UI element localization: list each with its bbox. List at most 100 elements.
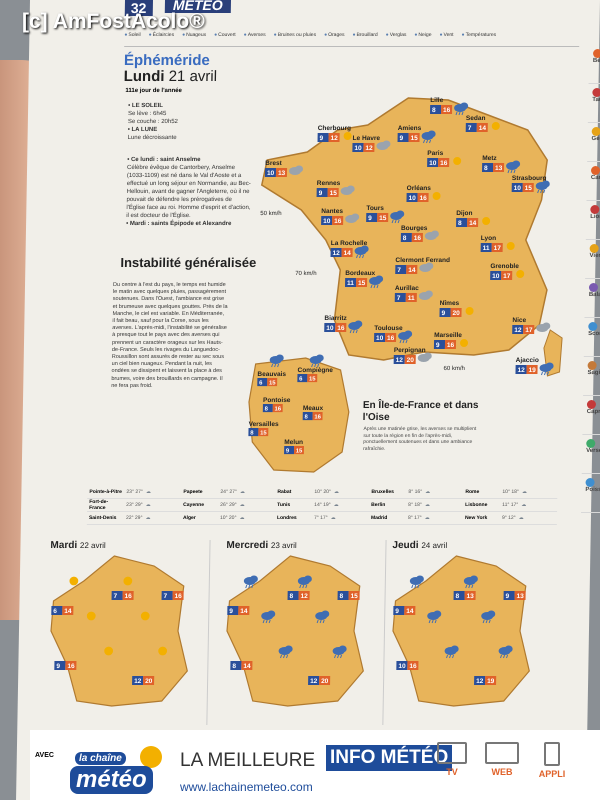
rain-cloud-icon xyxy=(444,645,459,659)
saint-info: • Ce lundi : saint Anselme Célèbre évêqu… xyxy=(126,157,251,227)
article-title: Instabilité généralisée xyxy=(120,255,257,270)
city-name: Nîmes xyxy=(440,300,460,307)
city-name: Melun xyxy=(284,439,303,446)
min-temp-badge xyxy=(297,374,308,383)
cloud-icon xyxy=(345,213,360,223)
forecast-title: Jeudi 24 avril xyxy=(392,540,448,551)
min-temp: 12 xyxy=(333,250,341,257)
max-temp: 19 xyxy=(487,678,495,685)
max-temp-badge xyxy=(293,446,305,455)
max-temp: 16 xyxy=(414,235,422,242)
sun-icon xyxy=(516,270,525,278)
laptop-icon xyxy=(485,742,519,764)
world-city: New York 9° 12° ☁ xyxy=(463,515,557,521)
max-temp: 13 xyxy=(278,170,286,177)
min-temp-badge xyxy=(512,325,524,334)
max-temp: 15 xyxy=(330,190,338,197)
max-temp-badge xyxy=(122,591,134,600)
cloud-icon: ☁ xyxy=(521,502,527,508)
rain-cloud-icon xyxy=(535,180,550,194)
zodiac-icon xyxy=(588,322,598,331)
sun-icon xyxy=(158,646,168,656)
min-temp: 9 xyxy=(441,310,445,317)
sun-icon xyxy=(86,611,96,621)
max-temp: 16 xyxy=(125,593,133,600)
max-temp: 13 xyxy=(467,593,475,600)
zodiac-sign: Poissons xyxy=(585,487,600,493)
zodiac-icon xyxy=(587,361,597,370)
city-la-rochelle: La Rochelle 12 14 xyxy=(330,240,369,259)
horoscope-item: Poissons xyxy=(581,474,600,513)
zodiac-sign: Sagittaire xyxy=(587,370,600,376)
rain-cloud-icon xyxy=(332,645,347,659)
min-temp: 12 xyxy=(517,367,525,374)
zodiac-icon xyxy=(592,49,600,58)
sun-icon xyxy=(465,307,474,315)
world-city-name: Bruxelles xyxy=(371,489,394,495)
sun-icon xyxy=(104,646,114,656)
world-city-temp: 9° 12° xyxy=(501,515,516,521)
horoscope-item: Gémeaux xyxy=(587,123,600,162)
rain-cloud-icon xyxy=(539,362,554,376)
cloud-icon xyxy=(376,140,391,150)
max-temp: 14 xyxy=(64,608,72,615)
rain-cloud-icon xyxy=(309,354,324,368)
cloud-icon: ☁ xyxy=(145,489,151,495)
max-temp: 16 xyxy=(337,325,345,332)
min-temp-badge xyxy=(230,661,242,670)
city-name: Bordeaux xyxy=(345,270,375,277)
forecast-map: 9 14 8 13 9 13 10 16 12 19 xyxy=(392,555,530,707)
zodiac-icon xyxy=(589,244,599,253)
min-temp-badge xyxy=(264,168,277,177)
horoscope-item: Balance xyxy=(584,279,600,318)
min-temp-badge xyxy=(132,676,144,685)
sun-info: • LE SOLEIL Se lève : 6h45 Se couche : 2… xyxy=(127,103,178,141)
max-temp-badge xyxy=(238,606,250,615)
max-temp: 20 xyxy=(452,310,460,317)
legend-item: Brouillard xyxy=(352,32,378,38)
rain-cloud-icon xyxy=(261,610,276,624)
min-temp: 7 xyxy=(468,125,472,132)
min-temp-badge xyxy=(324,323,336,332)
cloud-icon xyxy=(536,322,551,332)
min-temp: 9 xyxy=(320,135,324,142)
max-temp: 11 xyxy=(408,295,415,302)
rain-cloud-icon xyxy=(315,610,330,624)
sun-icon xyxy=(482,217,491,225)
forecast-map: 6 14 7 16 7 16 9 16 12 20 xyxy=(50,555,188,707)
zodiac-icon xyxy=(590,205,600,214)
max-temp: 14 xyxy=(408,267,416,274)
city-name: Compiègne xyxy=(297,367,333,374)
min-temp-badge xyxy=(503,591,515,600)
min-temp-badge xyxy=(427,158,439,167)
world-city: Fort-de-France 23° 29° ☁ xyxy=(87,499,181,511)
max-temp-badge xyxy=(464,591,476,600)
city-name: Paris xyxy=(427,150,443,157)
min-temp-badge xyxy=(515,365,527,374)
min-temp: 10 xyxy=(326,325,334,332)
world-city: Pointe-à-Pitre 23° 27° ☁ xyxy=(87,489,181,495)
rain-cloud-icon xyxy=(297,575,312,589)
cloud-icon: ☁ xyxy=(145,515,151,521)
min-temp: 10 xyxy=(429,160,437,167)
max-temp: 12 xyxy=(301,593,309,600)
world-city: Berlin 8° 18° ☁ xyxy=(369,502,463,508)
max-temp: 14 xyxy=(469,220,477,227)
city-strasbourg: Strasbourg 10 15 xyxy=(511,175,550,194)
cloud-icon: ☁ xyxy=(424,502,430,508)
min-temp: 8 xyxy=(458,220,462,227)
footer-url[interactable]: www.lachainemeteo.com xyxy=(180,780,313,794)
max-temp-badge xyxy=(327,188,339,197)
max-temp-badge xyxy=(514,591,526,600)
min-temp: 6 xyxy=(259,380,263,386)
city-name: Clermont Ferrand xyxy=(395,257,450,264)
max-temp: 15 xyxy=(358,280,366,287)
rain-cloud-icon xyxy=(354,245,369,259)
min-temp: 8 xyxy=(403,235,407,242)
world-city: Papeete 24° 27° ☁ xyxy=(181,489,275,495)
max-temp-badge xyxy=(492,163,505,172)
min-temp: 8 xyxy=(232,663,236,670)
cloud-icon: ☁ xyxy=(425,489,431,495)
city-bordeaux: Bordeaux 11 15 xyxy=(344,270,384,289)
min-temp: 8 xyxy=(340,593,344,600)
